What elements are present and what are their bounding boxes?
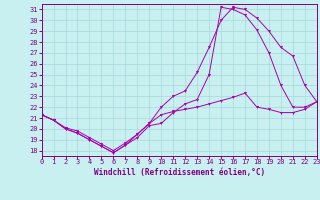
X-axis label: Windchill (Refroidissement éolien,°C): Windchill (Refroidissement éolien,°C): [94, 168, 265, 177]
